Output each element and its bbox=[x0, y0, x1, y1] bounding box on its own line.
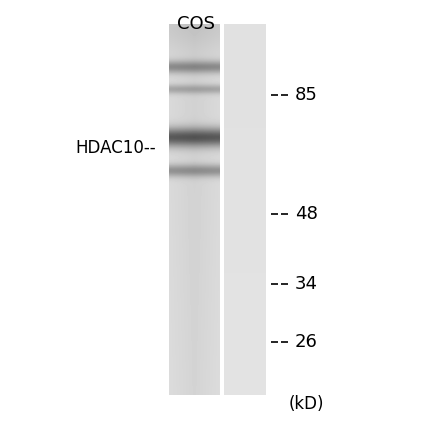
Text: COS: COS bbox=[177, 15, 215, 34]
Text: HDAC10--: HDAC10-- bbox=[76, 139, 156, 157]
Text: 34: 34 bbox=[295, 276, 318, 293]
Text: 85: 85 bbox=[295, 86, 318, 104]
Text: 26: 26 bbox=[295, 333, 318, 351]
Text: (kD): (kD) bbox=[288, 395, 324, 413]
Text: 48: 48 bbox=[295, 205, 318, 223]
